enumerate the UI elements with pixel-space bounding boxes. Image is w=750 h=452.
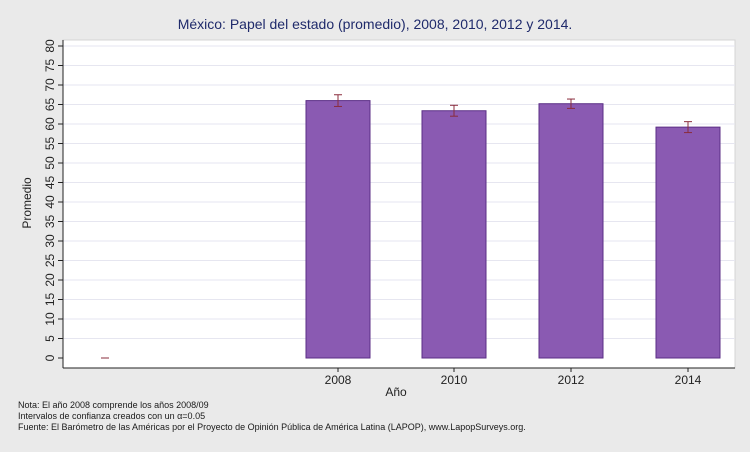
x-tick-label: 2012 bbox=[558, 373, 585, 387]
y-tick-label: 60 bbox=[43, 117, 57, 131]
note-line: Intervalos de confianza creados con un α… bbox=[18, 411, 206, 421]
y-tick-label: 80 bbox=[43, 39, 57, 53]
bar bbox=[655, 126, 721, 359]
y-tick-label: 5 bbox=[43, 335, 57, 342]
y-axis-title: Promedio bbox=[20, 177, 34, 229]
note-line: Fuente: El Barómetro de las Américas por… bbox=[18, 422, 526, 432]
y-tick-label: 10 bbox=[43, 312, 57, 326]
y-tick-label: 15 bbox=[43, 293, 57, 307]
y-tick-label: 65 bbox=[43, 98, 57, 112]
y-tick-label: 25 bbox=[43, 254, 57, 268]
y-tick-label: 40 bbox=[43, 195, 57, 209]
x-axis-title: Año bbox=[385, 385, 407, 399]
x-tick-label: 2014 bbox=[675, 373, 702, 387]
y-tick-label: 0 bbox=[43, 354, 57, 361]
plot-area bbox=[62, 39, 736, 369]
y-tick-label: 50 bbox=[43, 156, 57, 170]
chart-notes: Nota: El año 2008 comprende los años 200… bbox=[18, 400, 526, 433]
x-tick-label: 2008 bbox=[325, 373, 352, 387]
y-tick-label: 30 bbox=[43, 234, 57, 248]
chart-title: México: Papel del estado (promedio), 200… bbox=[178, 16, 573, 32]
y-tick-label: 55 bbox=[43, 137, 57, 151]
y-tick-label: 70 bbox=[43, 78, 57, 92]
y-tick-label: 75 bbox=[43, 59, 57, 73]
note-line: Nota: El año 2008 comprende los años 200… bbox=[18, 400, 209, 410]
y-tick-label: 20 bbox=[43, 273, 57, 287]
bar bbox=[305, 100, 371, 359]
y-tick-label: 45 bbox=[43, 176, 57, 190]
bar bbox=[421, 110, 487, 359]
y-tick-label: 35 bbox=[43, 215, 57, 229]
bar bbox=[538, 103, 604, 359]
x-tick-label: 2010 bbox=[441, 373, 468, 387]
